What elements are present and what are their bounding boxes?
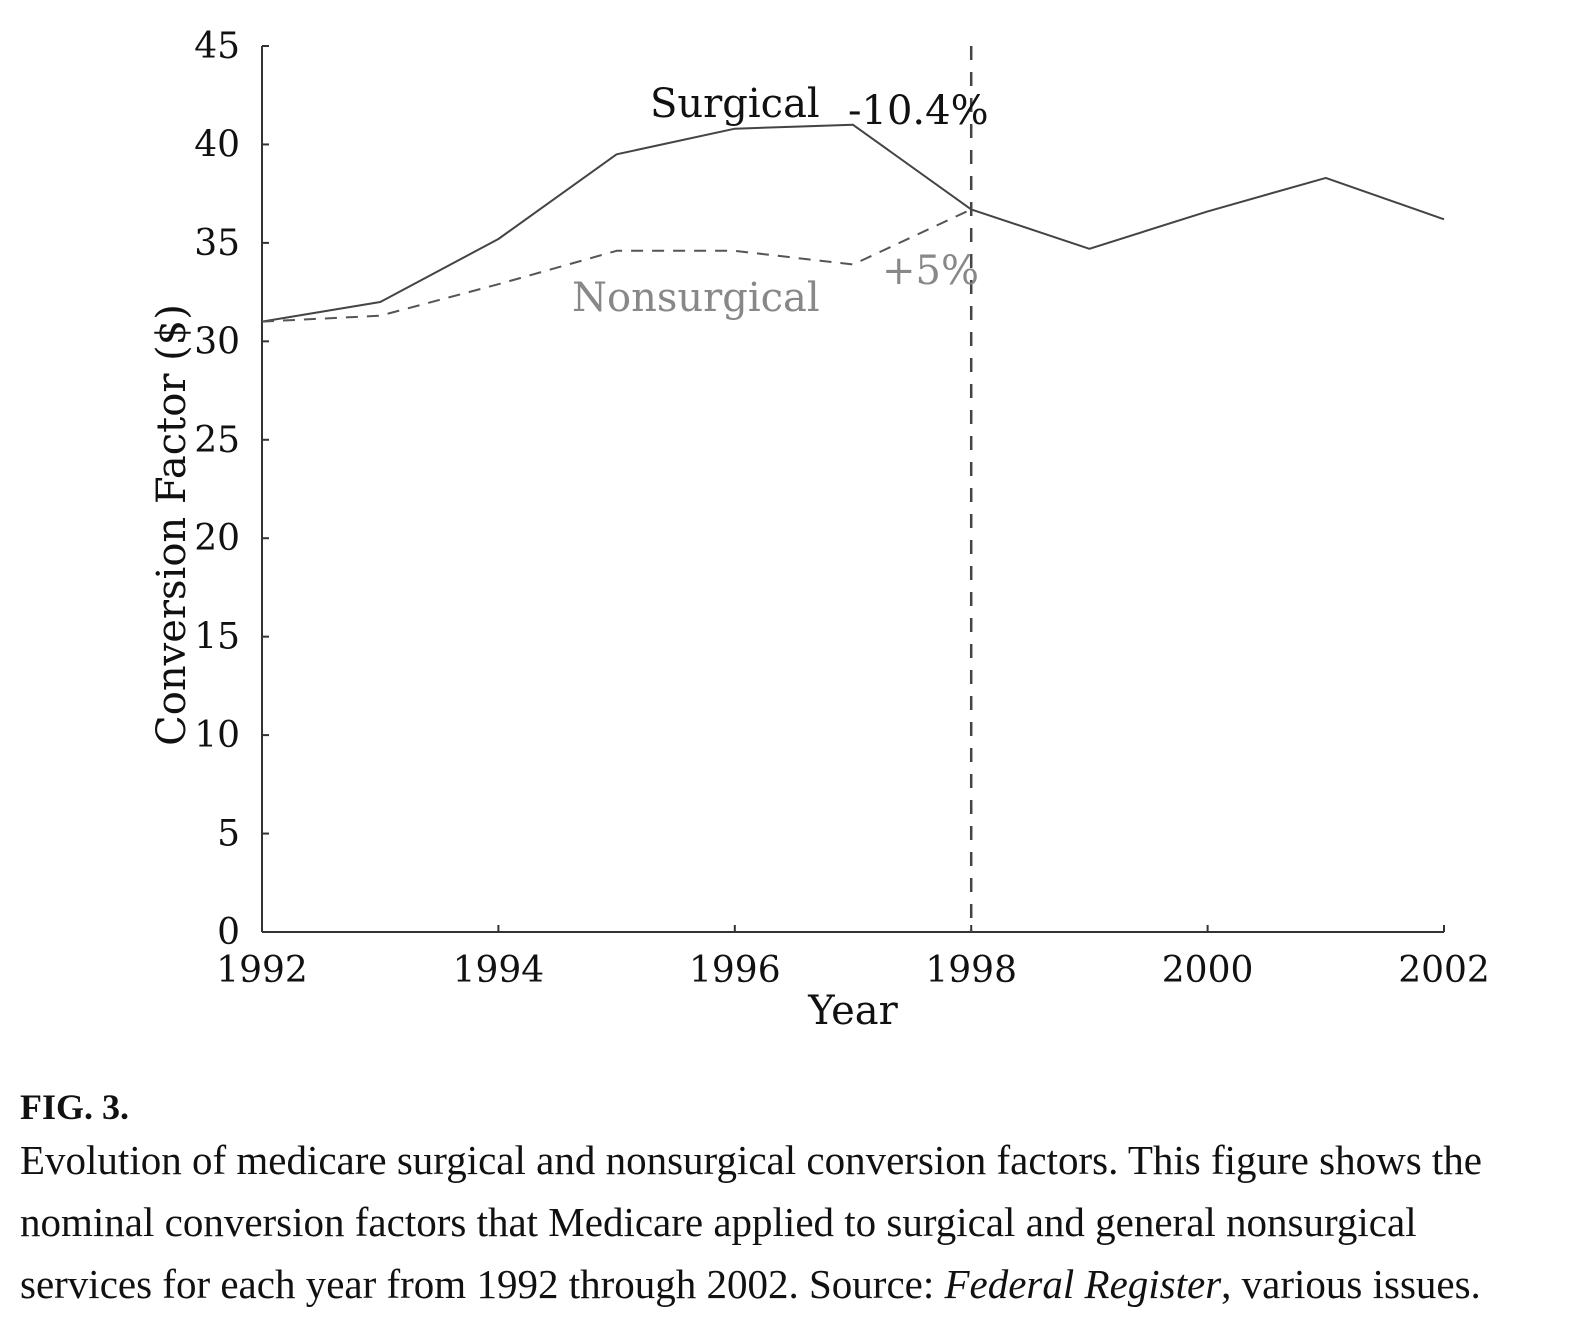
x-tick-label: 2000 [1162, 950, 1254, 991]
y-tick-label: 5 [217, 814, 240, 855]
y-tick-label: 40 [194, 124, 240, 165]
y-tick-label: 45 [194, 26, 240, 67]
series-lines [261, 46, 1445, 932]
caption-line-3b: , various issues. [1221, 1261, 1481, 1307]
figure-label: FIG. 3. [20, 1087, 130, 1127]
caption-line-3a: services for each year from 1992 through… [20, 1261, 945, 1307]
y-tick-label: 0 [217, 912, 240, 953]
y-tick-label: 10 [194, 715, 240, 756]
surgical-change-label: -10.4% [848, 88, 989, 134]
y-tick-label: 20 [194, 518, 240, 559]
line-chart: 0 5 10 15 20 25 30 35 40 45 1992 1994 1996 1998 2000 20… [149, 26, 1490, 1034]
caption-source-italic: Federal Register [944, 1261, 1222, 1307]
x-tick-label: 1996 [689, 950, 781, 991]
surgical-label: Surgical [650, 81, 820, 127]
figure-caption: FIG. 3. Evolution of medicare surgical a… [20, 1085, 1580, 1315]
y-tick-label: 15 [194, 617, 240, 658]
x-axis-title: Year [807, 988, 898, 1034]
caption-line-2: nominal conversion factors that Medicare… [20, 1199, 1417, 1245]
x-tick-label: 1994 [453, 950, 545, 991]
caption-line-1: Evolution of medicare surgical and nonsu… [20, 1137, 1482, 1183]
y-tick-label: 35 [194, 223, 240, 264]
y-axis-title: Conversion Factor ($) [149, 304, 195, 746]
nonsurgical-label: Nonsurgical [572, 275, 820, 321]
annotations: Surgical -10.4% Nonsurgical +5% [572, 81, 989, 321]
y-tick-label: 25 [194, 420, 240, 461]
x-tick-label: 2002 [1398, 950, 1490, 991]
axes [261, 46, 1444, 933]
nonsurgical-change-label: +5% [882, 248, 979, 294]
surgical-series-line [261, 123, 1445, 323]
x-tick-label: 1998 [925, 950, 1017, 991]
y-tick-label: 30 [194, 321, 240, 362]
ticks: 0 5 10 15 20 25 30 35 40 45 1992 1994 1996 1998 2000 20… [194, 26, 1490, 991]
x-tick-label: 1992 [216, 950, 308, 991]
figure-caption-text: Evolution of medicare surgical and nonsu… [20, 1129, 1580, 1315]
